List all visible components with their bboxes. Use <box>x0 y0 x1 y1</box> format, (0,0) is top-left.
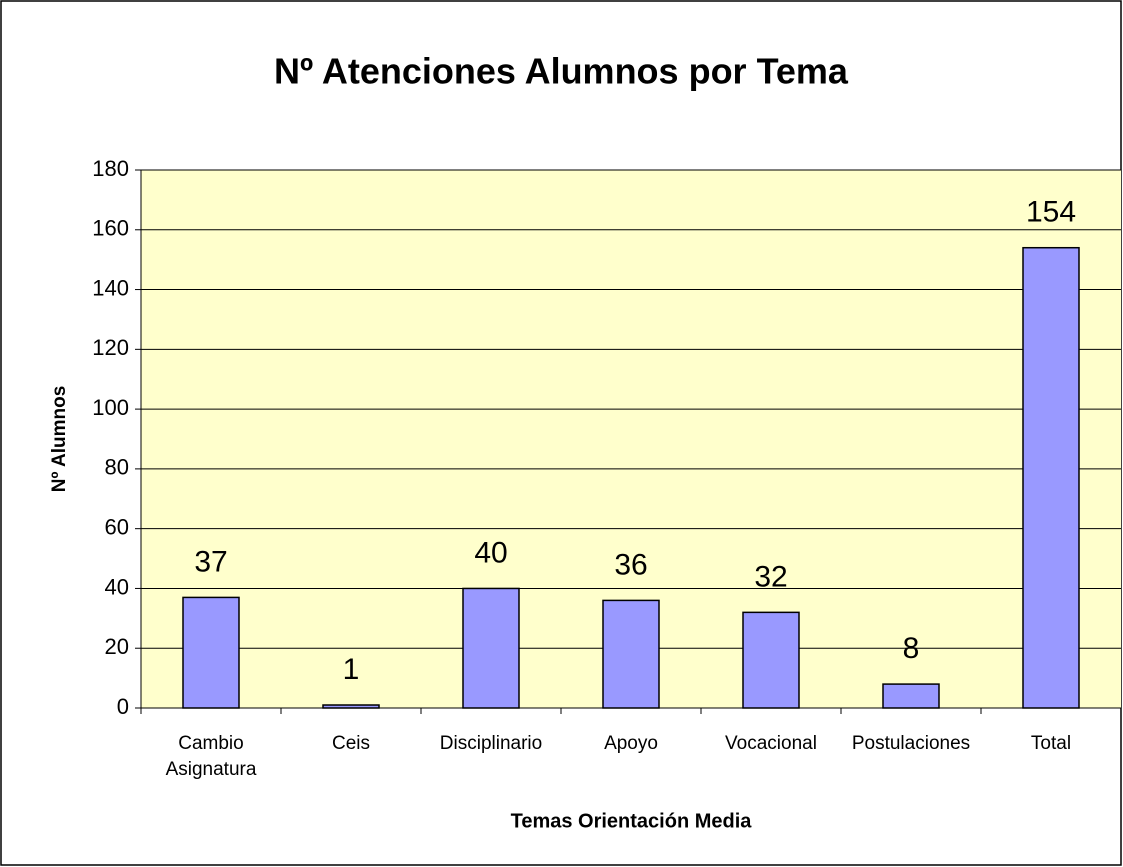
data-label: 1 <box>343 653 360 686</box>
data-label: 40 <box>474 536 507 569</box>
x-tick-label: Ceis <box>331 733 370 754</box>
bar <box>462 587 520 709</box>
x-axis-title: Temas Orientación Media <box>511 810 753 832</box>
data-label: 32 <box>754 560 787 593</box>
y-tick-label: 160 <box>92 216 129 241</box>
y-tick-label: 20 <box>105 634 129 659</box>
data-label: 154 <box>1026 196 1076 229</box>
data-label: 36 <box>614 548 647 581</box>
bar <box>602 599 660 709</box>
x-tick-label: Postulaciones <box>851 733 971 754</box>
chart-title: Nº Atenciones Alumnos por Tema <box>274 51 849 92</box>
y-tick-label: 100 <box>92 395 129 420</box>
bar <box>1022 246 1080 709</box>
x-tick-label: Apoyo <box>604 733 658 754</box>
y-axis-title: Nº Alumnos <box>49 386 70 493</box>
x-tick-label: Cambio Asignatura <box>165 733 257 780</box>
data-label: 8 <box>903 632 920 665</box>
y-tick-label: 140 <box>92 275 129 300</box>
y-tick-label: 120 <box>92 335 129 360</box>
y-tick-label: 80 <box>105 455 129 480</box>
bar <box>882 683 940 709</box>
x-tick-label: Total <box>1030 733 1072 754</box>
data-label: 37 <box>194 545 227 578</box>
y-tick-label: 180 <box>92 156 129 181</box>
x-tick-label: Vocacional <box>725 733 817 754</box>
bar <box>322 704 380 709</box>
y-tick-label: 60 <box>105 514 129 539</box>
x-tick-label: Disciplinario <box>439 733 543 754</box>
y-tick-label: 40 <box>105 574 129 599</box>
y-tick-label: 0 <box>117 694 129 719</box>
bar <box>182 596 240 709</box>
bar <box>742 611 800 709</box>
